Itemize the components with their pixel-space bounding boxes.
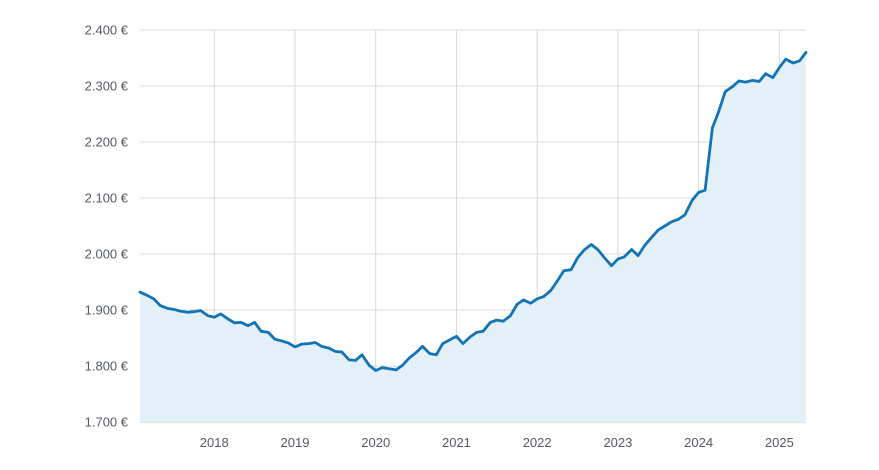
y-tick-label: 2.200 € (85, 135, 129, 150)
y-tick-label: 2.100 € (85, 191, 129, 206)
y-tick-label: 1.900 € (85, 303, 129, 318)
y-tick-label: 2.400 € (85, 23, 129, 38)
x-tick-label: 2022 (523, 435, 552, 450)
y-tick-label: 2.300 € (85, 79, 129, 94)
x-tick-label: 2021 (442, 435, 471, 450)
series-area (140, 52, 806, 423)
x-tick-label: 2025 (765, 435, 794, 450)
series-line-group (138, 51, 808, 372)
series-line (138, 51, 808, 372)
y-axis-tick-labels: 1.700 € 1.800 € 1.900 € 2.000 € 2.100 € 2.200… (85, 23, 129, 430)
x-tick-label: 2018 (200, 435, 229, 450)
x-tick-label: 2023 (603, 435, 632, 450)
area-fill-group (140, 52, 806, 423)
y-tick-label: 1.800 € (85, 359, 129, 374)
y-tick-label: 2.000 € (85, 247, 129, 262)
x-tick-label: 2024 (684, 435, 713, 450)
x-tick-label: 2019 (281, 435, 310, 450)
y-tick-label: 1.700 € (85, 415, 129, 430)
x-axis-tick-labels: 2018 2019 2020 2021 2022 2023 2024 2025 (200, 435, 794, 450)
x-tick-label: 2020 (361, 435, 390, 450)
